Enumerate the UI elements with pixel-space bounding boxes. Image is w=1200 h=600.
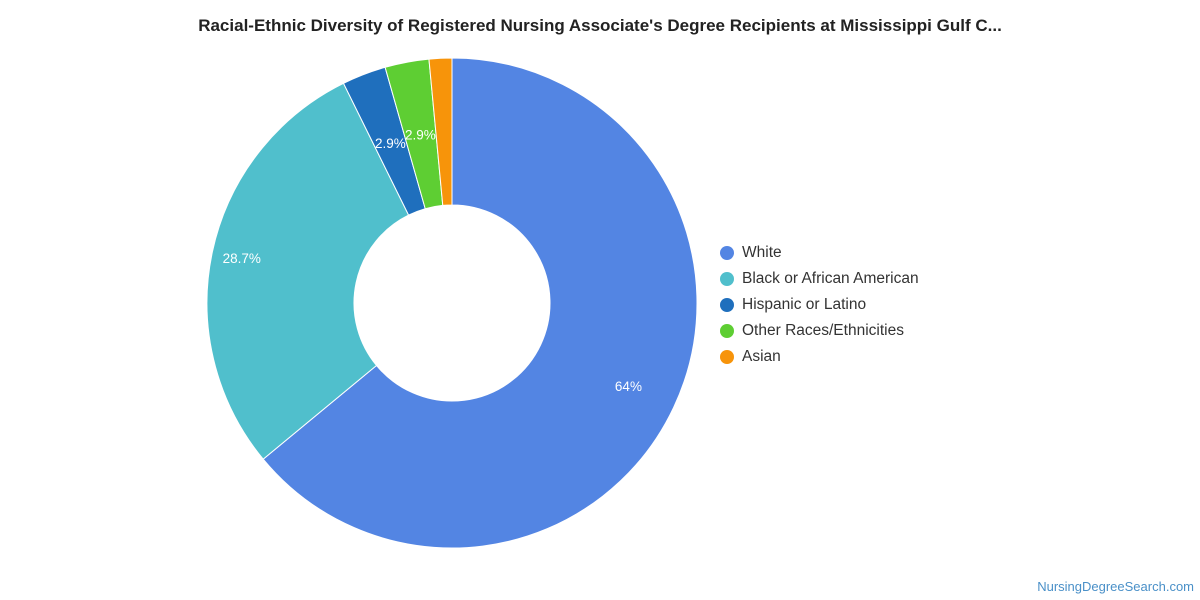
donut-slice[interactable] (206, 82, 410, 460)
chart-title: Racial-Ethnic Diversity of Registered Nu… (198, 16, 1002, 35)
legend-swatch (720, 246, 734, 260)
legend-swatch (720, 350, 734, 364)
source-link[interactable]: NursingDegreeSearch.com (1037, 579, 1194, 594)
chart-legend: White Black or African American Hispanic o… (720, 240, 919, 370)
legend-item[interactable]: Other Races/Ethnicities (720, 318, 919, 344)
legend-swatch (720, 324, 734, 338)
slice-label: 2.9% (375, 136, 406, 151)
legend-label: Asian (742, 348, 781, 365)
legend-label: Black or African American (742, 270, 919, 287)
slice-label: 2.9% (405, 127, 436, 142)
slice-label: 28.7% (223, 251, 261, 266)
legend-item[interactable]: Black or African American (720, 266, 919, 292)
legend-swatch (720, 272, 734, 286)
donut-slice[interactable] (262, 57, 698, 549)
donut-slice[interactable] (428, 57, 453, 206)
legend-label: Hispanic or Latino (742, 296, 867, 313)
legend-label: White (742, 244, 782, 261)
legend-item[interactable]: Hispanic or Latino (720, 292, 919, 318)
slice-label: 64% (615, 379, 642, 394)
legend-swatch (720, 298, 734, 312)
legend-item[interactable]: Asian (720, 344, 919, 370)
legend-label: Other Races/Ethnicities (742, 322, 904, 339)
legend-item[interactable]: White (720, 240, 919, 266)
